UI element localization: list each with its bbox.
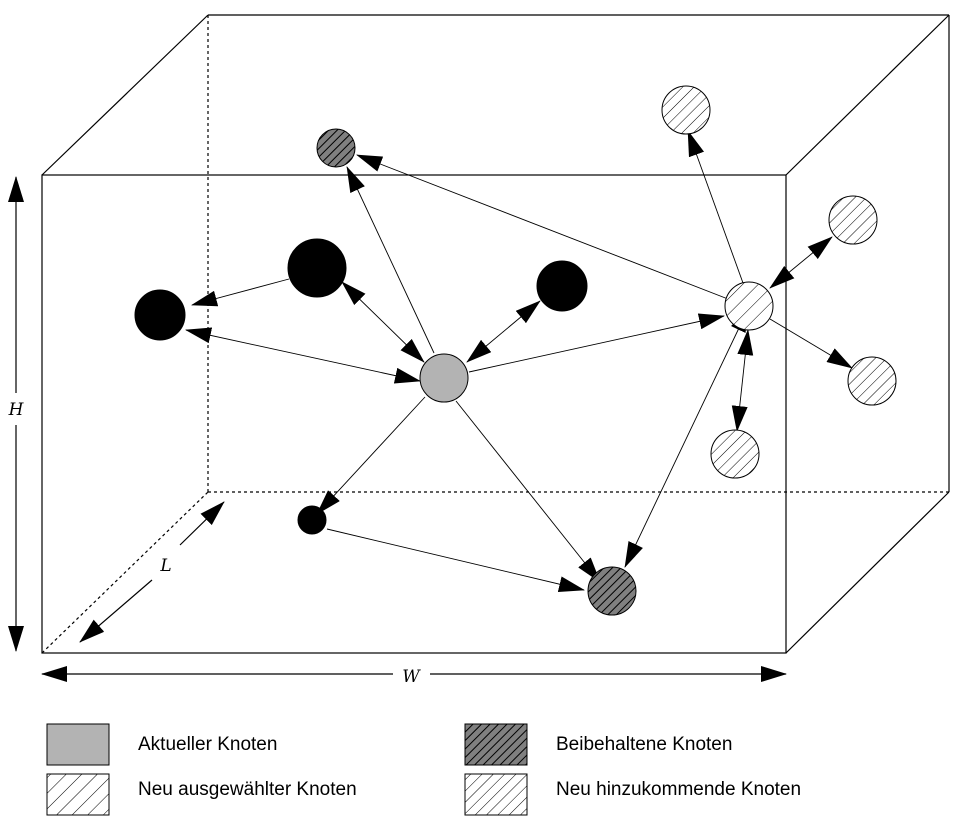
node-selected [724, 281, 774, 331]
box-front-face [41, 174, 787, 654]
edge-current-to-black-small [316, 396, 426, 515]
length-arrow-lower [79, 579, 153, 643]
edge-current-to-black-right [466, 300, 541, 363]
legend-item-current: Aktueller Knoten [46, 723, 277, 766]
node-retained-top [316, 128, 356, 168]
legend-item-selected: Neu ausgewählter Knoten [46, 773, 357, 816]
nodes [134, 85, 897, 616]
edge-black-small-to-retained-bottom [326, 528, 585, 593]
node-retained-bottom [587, 566, 637, 616]
connections [185, 130, 853, 593]
edge-selected-to-incoming-upper-right [769, 236, 833, 289]
edge-current-to-black-large-top [341, 281, 425, 363]
edge-current-to-retained-bottom [455, 400, 601, 583]
length-arrow-upper [179, 501, 225, 546]
box-edge-bottom-right [785, 491, 950, 654]
legend-label-selected: Neu ausgewählter Knoten [138, 779, 357, 800]
edge-selected-to-retained-bottom [624, 306, 750, 568]
legend-item-incoming: Neu hinzukommende Knoten [464, 773, 801, 816]
edge-selected-to-incoming-top [687, 130, 744, 284]
node-current [419, 353, 469, 403]
edge-selected-to-incoming-lower-right [769, 318, 853, 369]
dimension-arrows [7, 176, 787, 682]
node-black-small [297, 505, 327, 535]
legend-label-incoming: Neu hinzukommende Knoten [556, 779, 801, 800]
node-incoming-upper-right [828, 195, 878, 245]
node-incoming-top [661, 85, 711, 135]
node-incoming-bottom [710, 429, 760, 479]
node-incoming-lower-right [847, 356, 897, 406]
node-black-right [536, 260, 588, 312]
node-black-large-top [287, 238, 347, 298]
legend-swatch-retained [464, 723, 528, 766]
node-black-left [134, 289, 186, 341]
legend-label-current: Aktueller Knoten [138, 734, 277, 755]
legend-swatch-current [46, 723, 110, 766]
width-label: W [402, 667, 421, 687]
edge-black-large-to-black-left [191, 278, 290, 307]
legend-label-retained: Beibehaltene Knoten [556, 734, 732, 755]
box-edge-top-right [785, 14, 950, 176]
legend-swatch-incoming [464, 773, 528, 816]
edge-selected-to-retained-top [356, 154, 729, 300]
height-label: H [8, 400, 25, 420]
box-edge-top-left [41, 14, 209, 176]
edge-current-to-black-left [185, 327, 421, 384]
box-hidden-edge-diagonal [41, 491, 209, 654]
box-wireframe [41, 14, 950, 654]
edge-selected-to-incoming-bottom [731, 329, 754, 432]
legend-item-retained: Beibehaltene Knoten [464, 723, 732, 766]
edge-current-to-retained-top [346, 166, 435, 354]
edge-current-to-selected [468, 313, 725, 373]
length-label: L [159, 556, 171, 576]
legend-swatch-selected [46, 773, 110, 816]
legend: Aktueller Knoten Beibehaltene Knoten Neu… [46, 723, 801, 816]
